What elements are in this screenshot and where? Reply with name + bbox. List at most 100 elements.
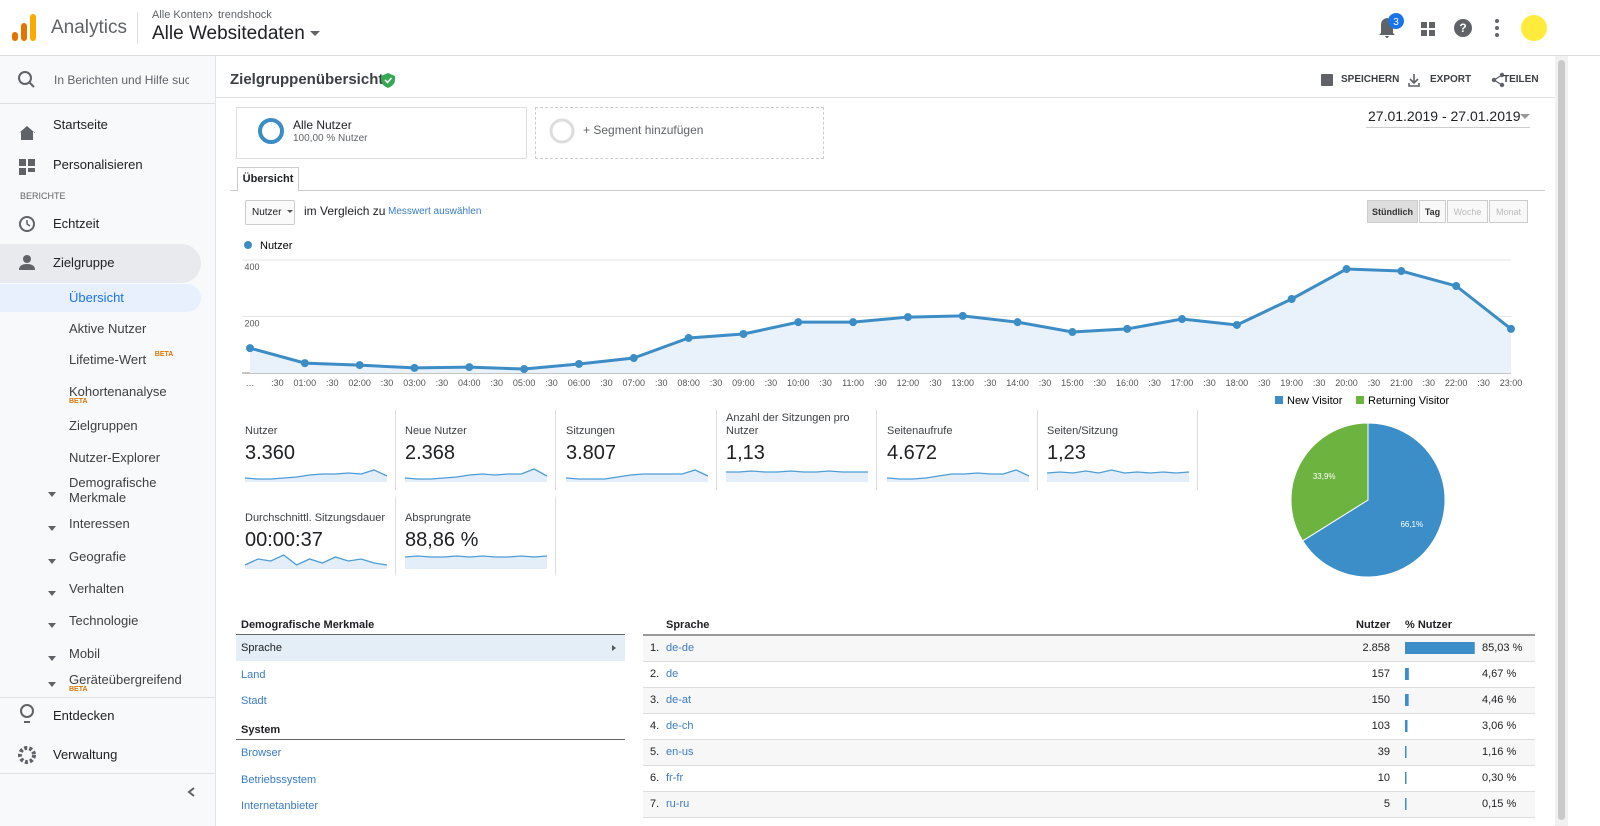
nav-sub-item[interactable]: Interessen bbox=[69, 516, 130, 531]
nav-sub-item[interactable]: Technologie bbox=[69, 613, 139, 628]
segment-box[interactable] bbox=[236, 107, 527, 159]
granularity-button[interactable]: Tag bbox=[1419, 200, 1446, 223]
segment-add[interactable]: + Segment hinzufügen bbox=[583, 123, 704, 137]
segment-add-box[interactable] bbox=[535, 107, 824, 159]
expand-caret[interactable] bbox=[48, 591, 56, 596]
breadcrumb[interactable]: Alle Konten bbox=[152, 9, 209, 21]
nav-item[interactable]: Echtzeit bbox=[53, 216, 100, 231]
row-name[interactable]: de-de bbox=[666, 642, 695, 654]
dimension-item[interactable]: Internetanbieter bbox=[241, 800, 319, 812]
line-point[interactable] bbox=[1013, 318, 1022, 327]
avatar[interactable] bbox=[1521, 15, 1547, 41]
nav-sub-item[interactable]: Lifetime-Wert bbox=[69, 352, 147, 367]
line-point[interactable] bbox=[1123, 324, 1132, 333]
apps-icon[interactable] bbox=[1421, 30, 1427, 36]
collapse-icon[interactable] bbox=[187, 787, 195, 797]
dimension-item[interactable]: Land bbox=[241, 668, 266, 681]
nav-sub-item[interactable]: Übersicht bbox=[69, 290, 124, 305]
line-point[interactable] bbox=[1068, 328, 1077, 337]
compare-link[interactable]: Messwert auswählen bbox=[388, 206, 482, 217]
row-users: 39 bbox=[1377, 746, 1390, 758]
expand-caret[interactable] bbox=[48, 559, 56, 564]
line-point[interactable] bbox=[849, 318, 858, 327]
line-point[interactable] bbox=[629, 354, 638, 363]
date-range[interactable]: 27.01.2019 - 27.01.2019 bbox=[1368, 108, 1521, 124]
nav-sub-item[interactable]: Aktive Nutzer bbox=[69, 321, 147, 336]
x-tick-label: 23:00 bbox=[1500, 378, 1523, 388]
action-button[interactable]: SPEICHERN bbox=[1341, 74, 1400, 85]
dimension-item[interactable]: Stadt bbox=[241, 695, 267, 707]
metric-select[interactable]: Nutzer bbox=[245, 200, 295, 225]
export-icon[interactable] bbox=[1408, 74, 1420, 87]
apps-icon[interactable] bbox=[1421, 22, 1427, 28]
expand-caret[interactable] bbox=[48, 682, 56, 687]
action-button[interactable]: EXPORT bbox=[1430, 74, 1472, 85]
dimension-item[interactable]: Browser bbox=[241, 747, 282, 759]
save-icon[interactable] bbox=[1321, 74, 1333, 86]
nav-sub-item[interactable]: Demografische Merkmale bbox=[69, 475, 157, 505]
dimension-item[interactable]: Betriebssystem bbox=[241, 773, 317, 786]
line-point[interactable] bbox=[574, 359, 583, 368]
line-point[interactable] bbox=[355, 361, 364, 370]
expand-caret[interactable] bbox=[48, 656, 56, 661]
nav-sub-item[interactable]: Zielgruppen bbox=[69, 418, 138, 433]
sparkline-area bbox=[566, 470, 708, 482]
row-name[interactable]: de-ch bbox=[666, 720, 694, 732]
line-point[interactable] bbox=[684, 333, 693, 342]
action-button[interactable]: TEILEN bbox=[1503, 74, 1539, 85]
line-point[interactable] bbox=[1232, 320, 1241, 329]
more-icon[interactable] bbox=[1495, 19, 1499, 23]
pie-slice[interactable] bbox=[1302, 422, 1446, 578]
line-point[interactable] bbox=[958, 311, 967, 320]
property-name[interactable]: Alle Websitedaten bbox=[152, 23, 305, 44]
table-row bbox=[643, 688, 1535, 714]
line-point[interactable] bbox=[246, 344, 254, 353]
line-point[interactable] bbox=[1397, 267, 1406, 276]
line-point[interactable] bbox=[1507, 324, 1515, 333]
nav-sub-item[interactable]: Geräteübergreifend bbox=[69, 672, 182, 687]
nav-sub-item[interactable]: Kohortenanalyse bbox=[69, 384, 167, 399]
line-point[interactable] bbox=[1287, 294, 1296, 303]
more-icon[interactable] bbox=[1495, 26, 1499, 30]
more-icon[interactable] bbox=[1495, 33, 1499, 37]
line-point[interactable] bbox=[739, 330, 748, 339]
nav-sub-item[interactable]: Verhalten bbox=[69, 581, 124, 596]
row-name[interactable]: ru-ru bbox=[666, 798, 690, 810]
nav-item[interactable]: Entdecken bbox=[53, 708, 115, 723]
nav-item[interactable]: Startseite bbox=[53, 117, 108, 132]
help-icon[interactable] bbox=[1454, 19, 1472, 37]
nav-sub-item[interactable]: Nutzer-Explorer bbox=[69, 450, 161, 465]
expand-caret[interactable] bbox=[48, 623, 56, 628]
nav-sub-item[interactable]: Mobil bbox=[69, 646, 101, 661]
line-point[interactable] bbox=[410, 363, 419, 372]
dimension-item[interactable]: Sprache bbox=[241, 642, 282, 654]
row-name[interactable]: de-at bbox=[666, 694, 692, 706]
line-point[interactable] bbox=[794, 318, 803, 327]
row-name[interactable]: en-us bbox=[666, 746, 694, 758]
pie-slice[interactable] bbox=[1290, 422, 1369, 542]
row-name[interactable]: de bbox=[666, 668, 679, 680]
nav-sub-item[interactable]: Geografie bbox=[69, 549, 127, 564]
nav-item[interactable]: Verwaltung bbox=[53, 747, 118, 762]
line-point[interactable] bbox=[465, 363, 474, 372]
scrollbar-thumb[interactable] bbox=[1558, 60, 1565, 820]
line-point[interactable] bbox=[1452, 281, 1461, 290]
line-point[interactable] bbox=[1178, 315, 1187, 324]
expand-caret[interactable] bbox=[48, 526, 56, 531]
expand-caret[interactable] bbox=[48, 492, 56, 497]
notification-count: 3 bbox=[1393, 17, 1399, 28]
table-row bbox=[643, 714, 1535, 740]
nav-item[interactable]: Zielgruppe bbox=[53, 255, 115, 270]
apps-icon[interactable] bbox=[1429, 30, 1435, 36]
search-field[interactable]: In Berichten und Hilfe suche bbox=[54, 73, 189, 87]
line-point[interactable] bbox=[300, 359, 309, 368]
row-name[interactable]: fr-fr bbox=[666, 772, 684, 784]
apps-icon[interactable] bbox=[1429, 22, 1435, 28]
line-point[interactable] bbox=[520, 365, 529, 374]
nav-item[interactable]: Personalisieren bbox=[53, 157, 143, 172]
line-point[interactable] bbox=[903, 313, 912, 322]
granularity-button[interactable]: Stündlich bbox=[1367, 200, 1418, 223]
tab[interactable]: Übersicht bbox=[237, 167, 299, 192]
breadcrumb[interactable]: trendshock bbox=[218, 9, 272, 21]
line-point[interactable] bbox=[1342, 265, 1351, 274]
